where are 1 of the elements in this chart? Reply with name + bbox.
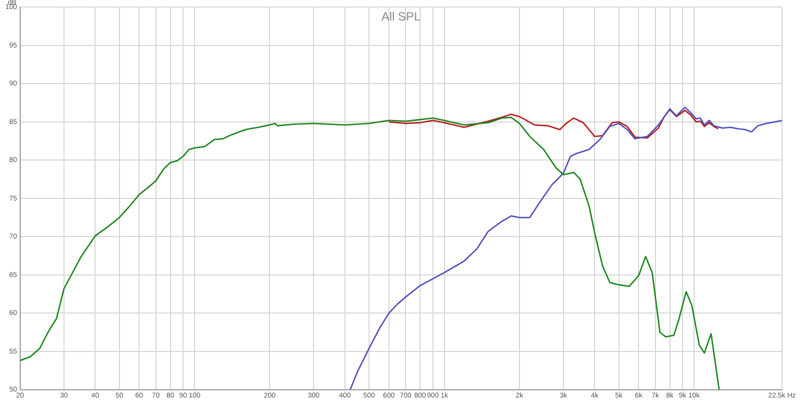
chart-title: All SPL [381, 10, 421, 24]
